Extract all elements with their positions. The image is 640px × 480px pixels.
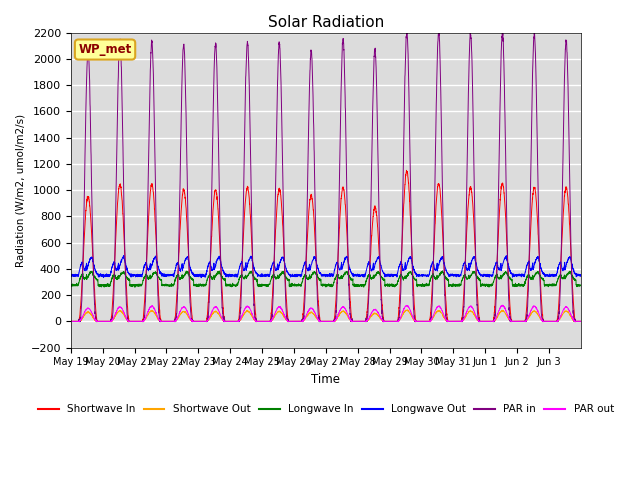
- X-axis label: Time: Time: [311, 373, 340, 386]
- Text: WP_met: WP_met: [79, 43, 132, 56]
- Legend: Shortwave In, Shortwave Out, Longwave In, Longwave Out, PAR in, PAR out: Shortwave In, Shortwave Out, Longwave In…: [33, 400, 618, 419]
- Title: Solar Radiation: Solar Radiation: [268, 15, 384, 30]
- Y-axis label: Radiation (W/m2, umol/m2/s): Radiation (W/m2, umol/m2/s): [15, 114, 25, 267]
